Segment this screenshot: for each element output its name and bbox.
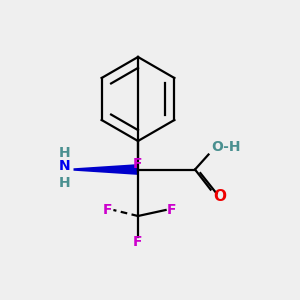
Text: F: F [166, 203, 176, 217]
Text: O: O [213, 189, 226, 204]
Text: F: F [133, 235, 143, 248]
Text: O-H: O-H [212, 140, 241, 154]
Polygon shape [74, 164, 138, 175]
Text: H: H [59, 146, 70, 160]
Text: F: F [103, 203, 113, 217]
Text: N: N [59, 160, 70, 173]
Text: F: F [133, 157, 143, 170]
Text: H: H [59, 176, 70, 190]
